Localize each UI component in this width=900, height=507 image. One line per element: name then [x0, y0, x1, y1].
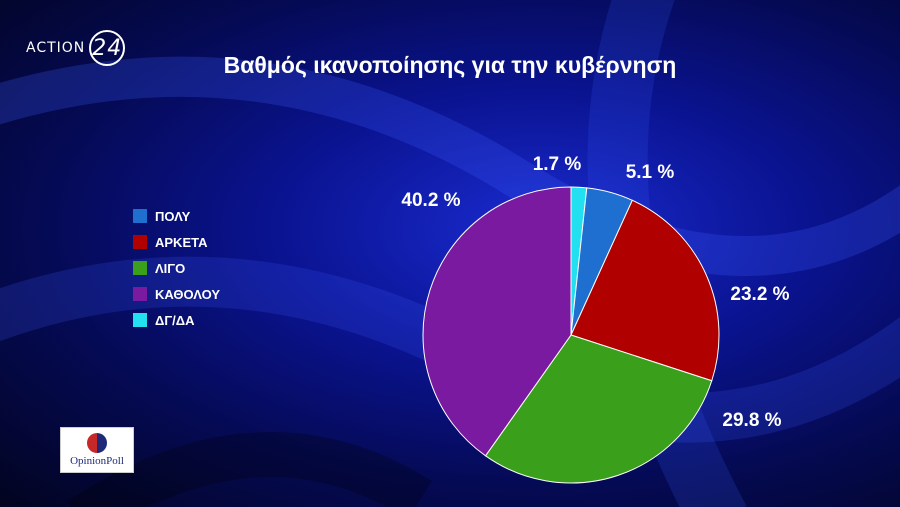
legend-label: ΛΙΓΟ: [155, 260, 186, 276]
globe-icon: [87, 433, 107, 453]
legend-item-arketa: ΑΡΚΕΤΑ: [133, 229, 220, 255]
legend-label: ΔΓ/ΔΑ: [155, 312, 195, 328]
broadcaster-number: 24: [89, 30, 126, 66]
legend-swatch: [133, 209, 147, 223]
legend-label: ΑΡΚΕΤΑ: [155, 234, 208, 250]
broadcaster-name: ACTION: [26, 40, 86, 56]
data-label-poly: 5.1 %: [626, 162, 675, 183]
legend: ΠΟΛΥ ΑΡΚΕΤΑ ΛΙΓΟ ΚΑΘΟΛΟΥ ΔΓ/ΔΑ: [133, 203, 220, 333]
legend-item-ligo: ΛΙΓΟ: [133, 255, 220, 281]
slice-ligo: [484, 334, 713, 484]
data-label-ligo: 29.8 %: [722, 410, 781, 431]
broadcaster-logo: ACTION 24: [26, 30, 126, 66]
legend-item-dgda: ΔΓ/ΔΑ: [133, 307, 220, 333]
pollster-name: OpinionPoll: [70, 455, 124, 467]
data-label-katholou: 40.2 %: [401, 190, 460, 211]
legend-label: ΠΟΛΥ: [155, 208, 191, 224]
legend-swatch: [133, 287, 147, 301]
legend-swatch: [133, 261, 147, 275]
slice-katholou: [422, 186, 572, 457]
chart-title: Βαθμός ικανοποίησης για την κυβέρνηση: [223, 52, 677, 78]
data-label-dgda: 1.7 %: [533, 154, 582, 175]
data-label-arketa: 23.2 %: [730, 284, 789, 305]
slice-arketa: [570, 199, 720, 382]
legend-item-katholou: ΚΑΘΟΛΟΥ: [133, 281, 220, 307]
legend-swatch: [133, 313, 147, 327]
legend-label: ΚΑΘΟΛΟΥ: [155, 286, 221, 302]
legend-swatch: [133, 235, 147, 249]
legend-item-poly: ΠΟΛΥ: [133, 203, 220, 229]
pollster-logo: OpinionPoll: [60, 427, 134, 473]
